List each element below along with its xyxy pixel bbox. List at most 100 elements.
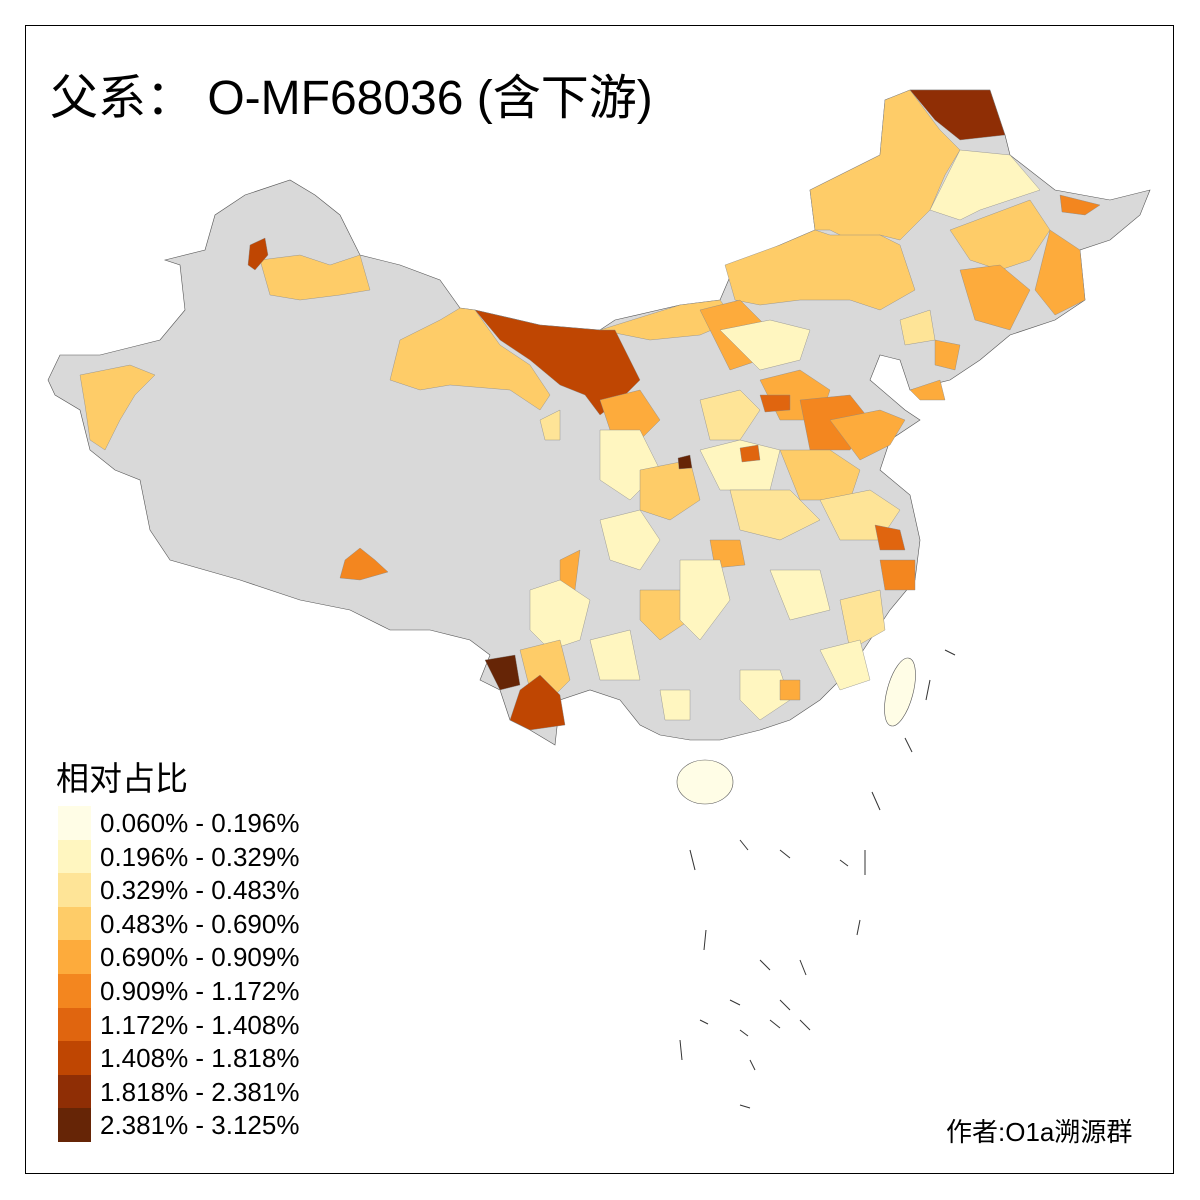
prefecture-region xyxy=(247,237,269,271)
legend-swatch xyxy=(58,1041,91,1076)
hainan-island xyxy=(676,759,734,805)
legend-item: 0.690% - 0.909% xyxy=(58,940,358,975)
legend-label: 1.172% - 1.408% xyxy=(100,1009,300,1040)
island-mark xyxy=(779,999,791,1011)
prefecture-region xyxy=(599,389,661,441)
island-mark xyxy=(904,737,913,753)
island-mark xyxy=(759,959,771,971)
prefecture-region xyxy=(729,489,821,541)
prefecture-region xyxy=(724,229,916,311)
island-mark xyxy=(925,679,931,701)
island-mark xyxy=(749,1059,756,1071)
island-mark xyxy=(769,1019,781,1029)
legend-swatch xyxy=(58,940,91,975)
legend-label: 0.329% - 0.483% xyxy=(100,875,300,906)
island-mark xyxy=(779,849,791,859)
legend-label: 0.060% - 0.196% xyxy=(100,808,300,838)
legend-swatch xyxy=(58,1074,91,1109)
prefecture-region xyxy=(389,307,551,411)
prefecture-region xyxy=(339,547,389,581)
legend-swatch xyxy=(58,1007,91,1042)
island-mark xyxy=(703,929,707,951)
prefecture-region xyxy=(1034,229,1086,316)
legend-label: 0.196% - 0.329% xyxy=(100,841,300,872)
island-mark xyxy=(729,999,741,1006)
prefecture-region xyxy=(529,579,591,651)
prefecture-region xyxy=(779,449,861,501)
prefecture-region xyxy=(699,389,761,441)
prefecture-region xyxy=(829,409,906,461)
legend-title: 相对占比 xyxy=(56,760,188,797)
prefecture-region xyxy=(659,689,691,721)
prefecture-region xyxy=(839,589,886,651)
prefecture-region xyxy=(1059,194,1101,216)
island-mark xyxy=(739,1029,749,1037)
island-mark xyxy=(871,791,881,811)
author-credit: 作者:O1a溯源群 xyxy=(946,1117,1133,1147)
island-mark xyxy=(839,859,849,867)
prefecture-region xyxy=(79,364,156,451)
prefecture-region xyxy=(539,409,561,441)
island-mark xyxy=(799,1019,811,1031)
prefecture-regions xyxy=(79,89,1101,731)
prefecture-region xyxy=(899,309,936,346)
prefecture-region xyxy=(739,669,791,721)
prefecture-region xyxy=(819,639,871,691)
island-mark xyxy=(944,649,956,656)
legend-swatch xyxy=(58,806,91,840)
prefecture-region xyxy=(759,394,791,413)
island-mark xyxy=(799,959,807,976)
map-frame xyxy=(25,25,1174,1174)
prefecture-region xyxy=(949,199,1051,271)
prefecture-region xyxy=(874,524,906,551)
legend-item: 1.172% - 1.408% xyxy=(58,1007,358,1042)
legend-swatch xyxy=(58,1108,91,1143)
prefecture-region xyxy=(934,339,961,371)
taiwan-island xyxy=(884,657,916,727)
legend-item: 2.381% - 3.125% xyxy=(58,1108,358,1143)
prefecture-region xyxy=(929,149,1041,221)
legend-label: 0.483% - 0.690% xyxy=(100,908,300,939)
legend-label: 1.818% - 2.381% xyxy=(100,1076,300,1107)
prefecture-region xyxy=(589,629,641,681)
island-mark xyxy=(856,919,861,936)
prefecture-region xyxy=(769,569,831,621)
island-mark xyxy=(679,1039,683,1061)
legend-label: 0.909% - 1.172% xyxy=(100,976,300,1006)
prefecture-region xyxy=(677,454,693,470)
legend-item: 0.909% - 1.172% xyxy=(58,974,358,1008)
prefecture-region xyxy=(639,589,691,641)
legend-item: 0.483% - 0.690% xyxy=(58,906,358,941)
prefecture-region xyxy=(909,89,1006,141)
map-title: 父系： O-MF68036 (含下游) xyxy=(50,72,653,125)
island-mark xyxy=(739,839,749,851)
prefecture-region xyxy=(959,264,1031,331)
legend-swatch xyxy=(58,873,91,908)
legend-item: 0.060% - 0.196% xyxy=(58,806,358,840)
prefecture-region xyxy=(679,559,731,641)
prefecture-region xyxy=(739,444,761,463)
prefecture-region xyxy=(509,674,566,731)
legend-label: 1.408% - 1.818% xyxy=(100,1043,300,1074)
legend-item: 0.329% - 0.483% xyxy=(58,873,358,908)
legend-item: 1.818% - 2.381% xyxy=(58,1074,358,1109)
prefecture-region xyxy=(719,319,811,371)
prefecture-region xyxy=(259,254,371,301)
legend-label: 2.381% - 3.125% xyxy=(100,1110,300,1141)
prefecture-region xyxy=(484,654,521,691)
legend-item: 0.196% - 0.329% xyxy=(58,839,358,874)
legend-label: 0.690% - 0.909% xyxy=(100,942,300,973)
legend-item: 1.408% - 1.818% xyxy=(58,1041,358,1076)
island-mark xyxy=(739,1104,751,1109)
prefecture-region xyxy=(879,559,916,591)
prefecture-region xyxy=(909,379,946,401)
prefecture-region xyxy=(779,679,801,701)
prefecture-region xyxy=(599,509,661,571)
island-mark xyxy=(699,1019,709,1025)
legend-swatch xyxy=(58,974,91,1008)
south-china-sea-islands xyxy=(679,649,956,1109)
legend-swatch xyxy=(58,906,91,941)
island-mark xyxy=(689,849,696,871)
prefecture-region xyxy=(699,439,781,491)
